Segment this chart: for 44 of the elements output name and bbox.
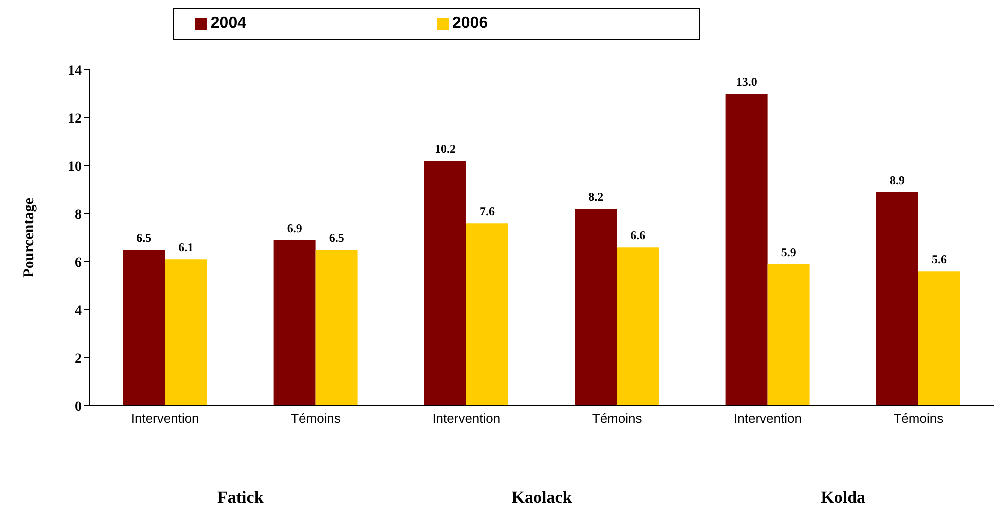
x-tick-label: Intervention bbox=[734, 411, 802, 426]
y-tick-label: 14 bbox=[68, 64, 82, 79]
bar bbox=[918, 272, 960, 406]
bar bbox=[466, 224, 508, 406]
text: 8.2 bbox=[588, 190, 604, 204]
bar bbox=[876, 192, 918, 406]
y-tick-label: 12 bbox=[68, 112, 82, 127]
text: Fatick bbox=[216, 488, 265, 508]
x-tick-label: Intervention bbox=[432, 411, 501, 426]
x-tick-label: Témoins bbox=[291, 411, 342, 426]
y-axis-title: Pourcentage bbox=[21, 198, 38, 278]
text: 5.9 bbox=[781, 245, 796, 260]
text: 8.9 bbox=[890, 173, 905, 188]
bar bbox=[617, 248, 660, 406]
text: 13.0 bbox=[736, 75, 758, 89]
bar bbox=[768, 264, 810, 406]
text: 6.9 bbox=[287, 221, 302, 236]
legend-label: 2006 bbox=[452, 15, 488, 32]
y-tick-label: 8 bbox=[75, 208, 82, 223]
text: 6.1 bbox=[178, 240, 194, 255]
bar bbox=[424, 161, 466, 406]
y-tick-label: 4 bbox=[75, 304, 82, 319]
bar bbox=[575, 209, 618, 406]
text: 6.5 bbox=[329, 231, 344, 245]
bar bbox=[726, 94, 768, 406]
text: 5.6 bbox=[932, 252, 947, 267]
x-tick-label: Témoins bbox=[894, 411, 944, 426]
legend-label: 2004 bbox=[210, 15, 246, 32]
bar bbox=[165, 260, 208, 406]
text: 10.2 bbox=[434, 142, 456, 156]
y-tick-label: 10 bbox=[68, 160, 82, 175]
text: 7.6 bbox=[480, 204, 495, 219]
y-tick-label: 6 bbox=[75, 256, 82, 271]
bar bbox=[123, 250, 166, 406]
text: 6.5 bbox=[136, 231, 152, 245]
x-tick-label: Intervention bbox=[131, 411, 200, 426]
x-tick-label: Témoins bbox=[592, 411, 643, 426]
y-tick-label: 2 bbox=[75, 352, 82, 367]
text: Kolda bbox=[820, 488, 867, 508]
bar bbox=[274, 240, 316, 406]
text: Kaolack bbox=[510, 488, 574, 508]
y-tick-label: 0 bbox=[75, 400, 82, 415]
text: 6.6 bbox=[630, 228, 646, 243]
bar bbox=[316, 250, 358, 406]
